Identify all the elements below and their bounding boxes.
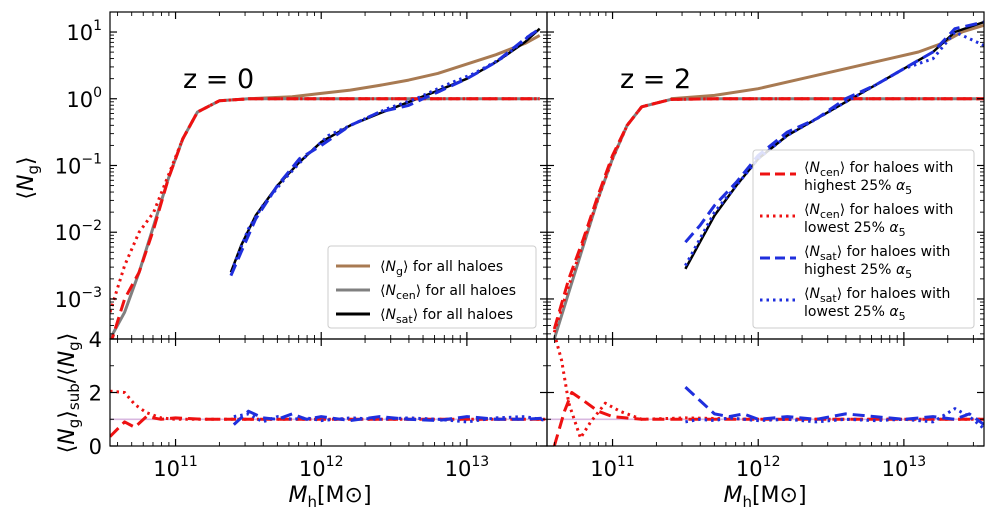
series-line-bl-3 bbox=[232, 409, 547, 426]
legend-right-label-line1: ⟨Nsat⟩ for haloes with bbox=[804, 244, 950, 263]
y-tick-label: 4 bbox=[89, 328, 102, 352]
legend-left: ⟨Ng⟩ for all haloes ⟨Ncen⟩ for all haloes… bbox=[327, 245, 537, 329]
top-ylabel: ⟨Ng⟩ bbox=[14, 156, 42, 199]
x-tick-label: 1013 bbox=[882, 454, 927, 481]
legend-left-label: ⟨Nsat⟩ for all haloes bbox=[380, 307, 513, 326]
series-line-tr-6 bbox=[684, 30, 984, 267]
series-line-tl-0 bbox=[248, 34, 541, 101]
legend-right-label-line2: lowest 25% α5 bbox=[804, 304, 906, 323]
frame-bottom-left bbox=[109, 338, 548, 447]
series-line-tr-5 bbox=[684, 20, 984, 244]
series-line-tl-3 bbox=[110, 97, 540, 339]
y-tick-label: 10−2 bbox=[55, 218, 102, 245]
frame-bottom-right bbox=[546, 338, 985, 447]
y-tick-label: 2 bbox=[89, 382, 102, 406]
x-tick-label: 1012 bbox=[736, 454, 781, 481]
series-line-tl-5 bbox=[229, 27, 541, 277]
legend-right-label-line1: ⟨Nsat⟩ for haloes with bbox=[804, 286, 950, 305]
xlabel-right: Mh[M⊙] bbox=[723, 483, 806, 511]
legend-left-label: ⟨Ng⟩ for all haloes bbox=[380, 259, 503, 278]
x-tick-label: 1012 bbox=[299, 454, 344, 481]
series-line-tr-4 bbox=[552, 97, 984, 333]
legend-left-label: ⟨Ncen⟩ for all haloes bbox=[380, 283, 516, 302]
panel-label-left: z = 0 bbox=[183, 64, 254, 95]
series-line-br-2 bbox=[554, 339, 984, 440]
bottom-ylabel: ⟨Ng⟩sub/⟨Ng⟩ bbox=[55, 333, 83, 454]
series-group-br bbox=[547, 339, 984, 446]
series-line-tl-4 bbox=[110, 97, 540, 313]
xlabel-left: Mh[M⊙] bbox=[288, 483, 371, 511]
series-group-tl bbox=[110, 27, 541, 339]
series-line-br-4 bbox=[685, 407, 984, 430]
series-line-tr-0 bbox=[670, 23, 984, 101]
y-tick-label: 101 bbox=[66, 18, 102, 45]
svg-text:⟨Ng⟩sub/⟨Ng⟩: ⟨Ng⟩sub/⟨Ng⟩ bbox=[55, 333, 83, 454]
panel-label-right: z = 2 bbox=[620, 64, 691, 95]
series-line-bl-2 bbox=[110, 389, 547, 421]
x-tick-label: 1013 bbox=[445, 454, 490, 481]
legend-right-label-line2: highest 25% α5 bbox=[804, 262, 912, 281]
y-tick-label: 10−1 bbox=[55, 151, 102, 178]
plot-area bbox=[110, 20, 984, 446]
legend-right-label-line1: ⟨Ncen⟩ for haloes with bbox=[804, 202, 953, 221]
legend-right-label-line1: ⟨Ncen⟩ for haloes with bbox=[804, 160, 953, 179]
svg-text:⟨Ng⟩: ⟨Ng⟩ bbox=[14, 156, 42, 199]
legend-right-label-line2: highest 25% α5 bbox=[804, 178, 912, 197]
series-group-tr bbox=[552, 20, 984, 339]
x-tick-label: 1011 bbox=[590, 454, 635, 481]
series-group-bl bbox=[110, 389, 547, 438]
legend-right-label-line2: lowest 25% α5 bbox=[804, 220, 906, 239]
y-tick-label: 100 bbox=[66, 85, 102, 112]
x-tick-label: 1011 bbox=[153, 454, 198, 481]
y-tick-label: 10−3 bbox=[55, 285, 102, 312]
series-line-tl-6 bbox=[232, 32, 534, 267]
series-line-br-3 bbox=[684, 385, 984, 426]
y-tick-label: 0 bbox=[89, 435, 102, 459]
